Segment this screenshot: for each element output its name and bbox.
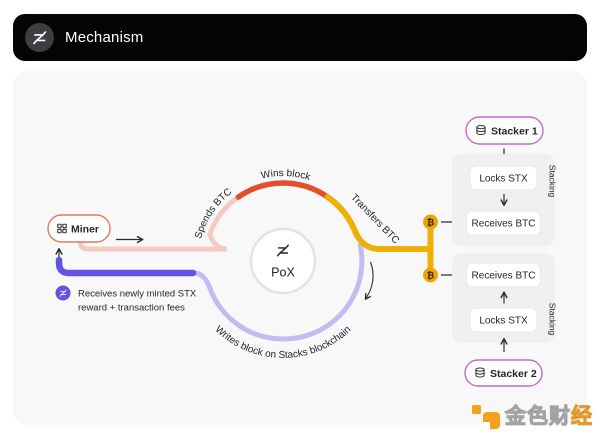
flow-direction-arrow xyxy=(364,261,374,300)
writes-block-arc xyxy=(189,242,365,342)
btc-coin-icon-bottom: ₿ xyxy=(423,267,438,283)
stacker2-label: Stacker 2 xyxy=(490,368,537,380)
watermark-text-main: 金色财 xyxy=(505,404,571,428)
stacker1-pill: Stacker 1 xyxy=(465,116,544,145)
locks-stx-label-2: Locks STX xyxy=(479,316,528,327)
svg-text:₿: ₿ xyxy=(427,271,434,281)
stacking-side-label-1: Stacking xyxy=(548,165,558,198)
pox-label: PoX xyxy=(271,266,295,280)
reward-note-line2: reward + transaction fees xyxy=(78,303,185,314)
svg-text:₿: ₿ xyxy=(427,218,434,228)
page-title: Mechanism xyxy=(65,29,144,46)
stx-coin-icon xyxy=(55,285,71,301)
stacking-side-label-2: Stacking xyxy=(548,303,558,336)
transfers-btc-path xyxy=(324,194,434,252)
stacks-logo-icon xyxy=(25,23,54,52)
wins-block-arc xyxy=(235,180,331,200)
receives-btc-label-1: Receives BTC xyxy=(472,219,536,230)
reward-note-line1: Receives newly minted STX xyxy=(78,289,197,300)
reward-stx-path xyxy=(55,256,197,277)
watermark-text-accent: 经 xyxy=(571,404,593,428)
watermark-text: 金色财经 xyxy=(505,404,593,428)
diagram-card: PoX Spends BTC Wins block Transfers BTC … xyxy=(13,71,587,425)
btc-coin-icon-top: ₿ xyxy=(423,214,438,230)
receives-btc-box-1 xyxy=(466,210,541,236)
watermark-logo-icon xyxy=(472,402,500,430)
receives-btc-box-2 xyxy=(466,262,541,288)
locks-stx-box-1 xyxy=(469,165,538,191)
wins-block-label: Wins block xyxy=(260,168,312,183)
spends-btc-path xyxy=(77,194,241,252)
receives-btc-label-2: Receives BTC xyxy=(472,271,536,282)
miner-pill: Miner xyxy=(47,214,111,243)
mechanism-diagram: PoX Spends BTC Wins block Transfers BTC … xyxy=(47,116,558,387)
stacking-group-1: Stacking Locks STX Receives BTC xyxy=(452,154,558,246)
header-bar: Mechanism xyxy=(13,14,587,61)
pox-circle xyxy=(249,227,317,295)
writes-block-label: Writes block on Stacks blockchain xyxy=(213,324,354,361)
locks-stx-box-2 xyxy=(469,307,538,333)
miner-label: Miner xyxy=(71,224,99,236)
watermark: 金色财经 xyxy=(472,402,593,430)
spends-btc-label: Spends BTC xyxy=(193,187,234,240)
stacking-group-2: Stacking Receives BTC Locks STX xyxy=(452,253,558,343)
locks-stx-label-1: Locks STX xyxy=(479,174,528,185)
stacker1-label: Stacker 1 xyxy=(491,126,538,138)
stacker2-pill: Stacker 2 xyxy=(464,359,543,387)
